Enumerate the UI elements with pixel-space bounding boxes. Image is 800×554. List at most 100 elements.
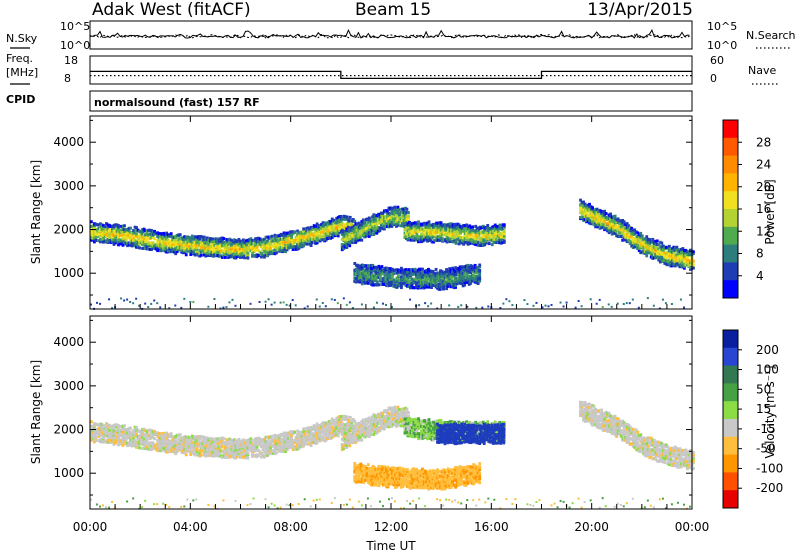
range-cell — [418, 272, 421, 276]
range-cell — [291, 232, 295, 236]
range-cell — [314, 240, 318, 244]
range-cell — [165, 442, 169, 446]
range-cell — [111, 426, 114, 430]
range-cell — [440, 287, 444, 291]
range-cell — [216, 237, 220, 241]
range-cell — [357, 273, 361, 277]
range-cell — [664, 252, 668, 256]
range-cell — [109, 238, 113, 242]
range-cell — [354, 222, 358, 226]
range-cell — [648, 242, 652, 246]
range-cell — [657, 252, 661, 256]
range-cell — [226, 238, 230, 242]
range-cell — [220, 236, 224, 240]
range-cell — [207, 238, 211, 242]
range-cell — [363, 268, 367, 272]
range-cell — [397, 268, 400, 272]
range-cell — [234, 255, 238, 259]
range-cell — [117, 235, 120, 239]
range-cell — [214, 247, 218, 251]
range-cell — [357, 234, 361, 238]
range-cell — [228, 251, 232, 255]
range-cell — [312, 237, 316, 241]
range-cell — [156, 446, 160, 450]
range-cell — [424, 277, 427, 281]
near-range-cell — [487, 305, 490, 308]
range-cell — [406, 231, 410, 235]
range-cell — [270, 251, 274, 255]
range-cell — [416, 286, 420, 290]
range-cell — [471, 228, 475, 232]
range-cell — [430, 232, 434, 236]
range-cell — [219, 240, 223, 244]
range-cell — [329, 220, 333, 224]
range-cell — [413, 267, 417, 271]
range-cell — [628, 241, 632, 245]
range-cell — [406, 224, 410, 228]
range-cell — [583, 209, 587, 213]
range-cell — [232, 246, 236, 250]
range-cell — [243, 450, 247, 454]
range-cell — [354, 226, 358, 230]
range-cell — [157, 248, 161, 252]
range-cell — [657, 249, 661, 253]
range-cell — [661, 252, 665, 256]
range-cell — [163, 447, 167, 451]
range-cell — [100, 432, 104, 436]
cpid-panel-frame — [89, 90, 693, 112]
beam-title: Beam 15 — [355, 0, 431, 20]
range-cell — [354, 277, 358, 281]
range-cell — [284, 234, 287, 238]
range-cell — [235, 245, 239, 249]
range-cell — [190, 241, 194, 245]
range-cell — [91, 233, 95, 237]
range-cell — [190, 437, 194, 441]
range-cell — [378, 271, 382, 275]
range-cell — [290, 243, 293, 247]
range-cell — [383, 274, 387, 278]
range-cell — [409, 221, 413, 225]
power-ylabel: Slant Range [km] — [29, 160, 43, 264]
range-cell — [163, 441, 167, 445]
near-range-cell — [460, 304, 463, 307]
range-cell — [159, 237, 163, 241]
range-cell — [246, 448, 250, 452]
range-cell — [156, 246, 160, 250]
range-cell — [216, 254, 220, 258]
range-cell — [636, 238, 640, 242]
range-cell — [490, 243, 494, 247]
range-cell — [169, 232, 173, 236]
range-cell — [135, 226, 138, 230]
range-cell — [257, 454, 260, 458]
range-cell — [458, 265, 462, 269]
range-cell — [205, 436, 209, 440]
range-cell — [401, 224, 404, 228]
near-range-cell — [150, 302, 153, 305]
range-cell — [306, 230, 310, 234]
range-cell — [600, 220, 603, 224]
range-cell — [229, 242, 233, 246]
range-cell — [346, 236, 350, 240]
range-cell — [124, 238, 128, 242]
range-cell — [318, 229, 322, 233]
range-cell — [282, 431, 286, 435]
range-cell — [127, 241, 131, 245]
range-cell — [288, 440, 292, 444]
range-cell — [495, 227, 499, 231]
range-cell — [324, 221, 328, 225]
range-cell — [141, 446, 144, 450]
range-cell — [156, 442, 160, 446]
range-cell — [354, 263, 358, 267]
range-cell — [398, 283, 402, 287]
near-range-cell — [384, 303, 387, 306]
range-cell — [202, 238, 206, 242]
near-range-cell — [372, 306, 375, 309]
range-cell — [121, 228, 125, 232]
range-cell — [184, 440, 188, 444]
range-cell — [269, 435, 272, 439]
near-range-cell — [565, 301, 568, 304]
range-cell — [234, 250, 238, 254]
range-cell — [237, 237, 241, 241]
range-cell — [229, 255, 233, 259]
range-cell — [408, 230, 411, 234]
